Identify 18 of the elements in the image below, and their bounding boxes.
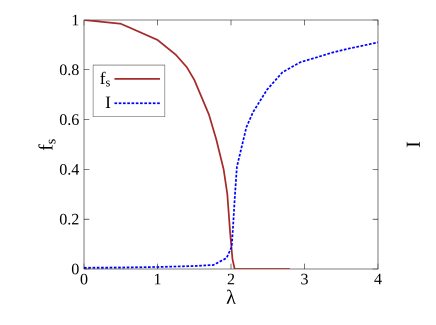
line-series (84, 42, 378, 269)
x-tick-label: 0 (80, 274, 88, 284)
line-series (84, 20, 291, 269)
y-tick-label: 0.2 (60, 214, 78, 225)
x-tick-label: 3 (301, 274, 308, 284)
y-tick-label: 0.4 (60, 164, 80, 175)
y-tick-label: 1 (72, 14, 78, 26)
x-tick-label: 4 (374, 274, 382, 284)
x-axis-title: λ (226, 290, 236, 304)
x-tick-label: 2 (228, 274, 234, 284)
legend-label: I (106, 96, 110, 108)
legend-label: f$_{s}$ (100, 72, 110, 86)
y2-axis-title: I (406, 142, 420, 148)
y-axis-title: f$_{s}$ (38, 139, 56, 150)
y-tick-label: 0.8 (60, 64, 79, 76)
y-tick-label: 0 (72, 264, 79, 274)
x-tick-label: 1 (154, 274, 161, 284)
y-tick-label: 0.6 (60, 114, 79, 126)
